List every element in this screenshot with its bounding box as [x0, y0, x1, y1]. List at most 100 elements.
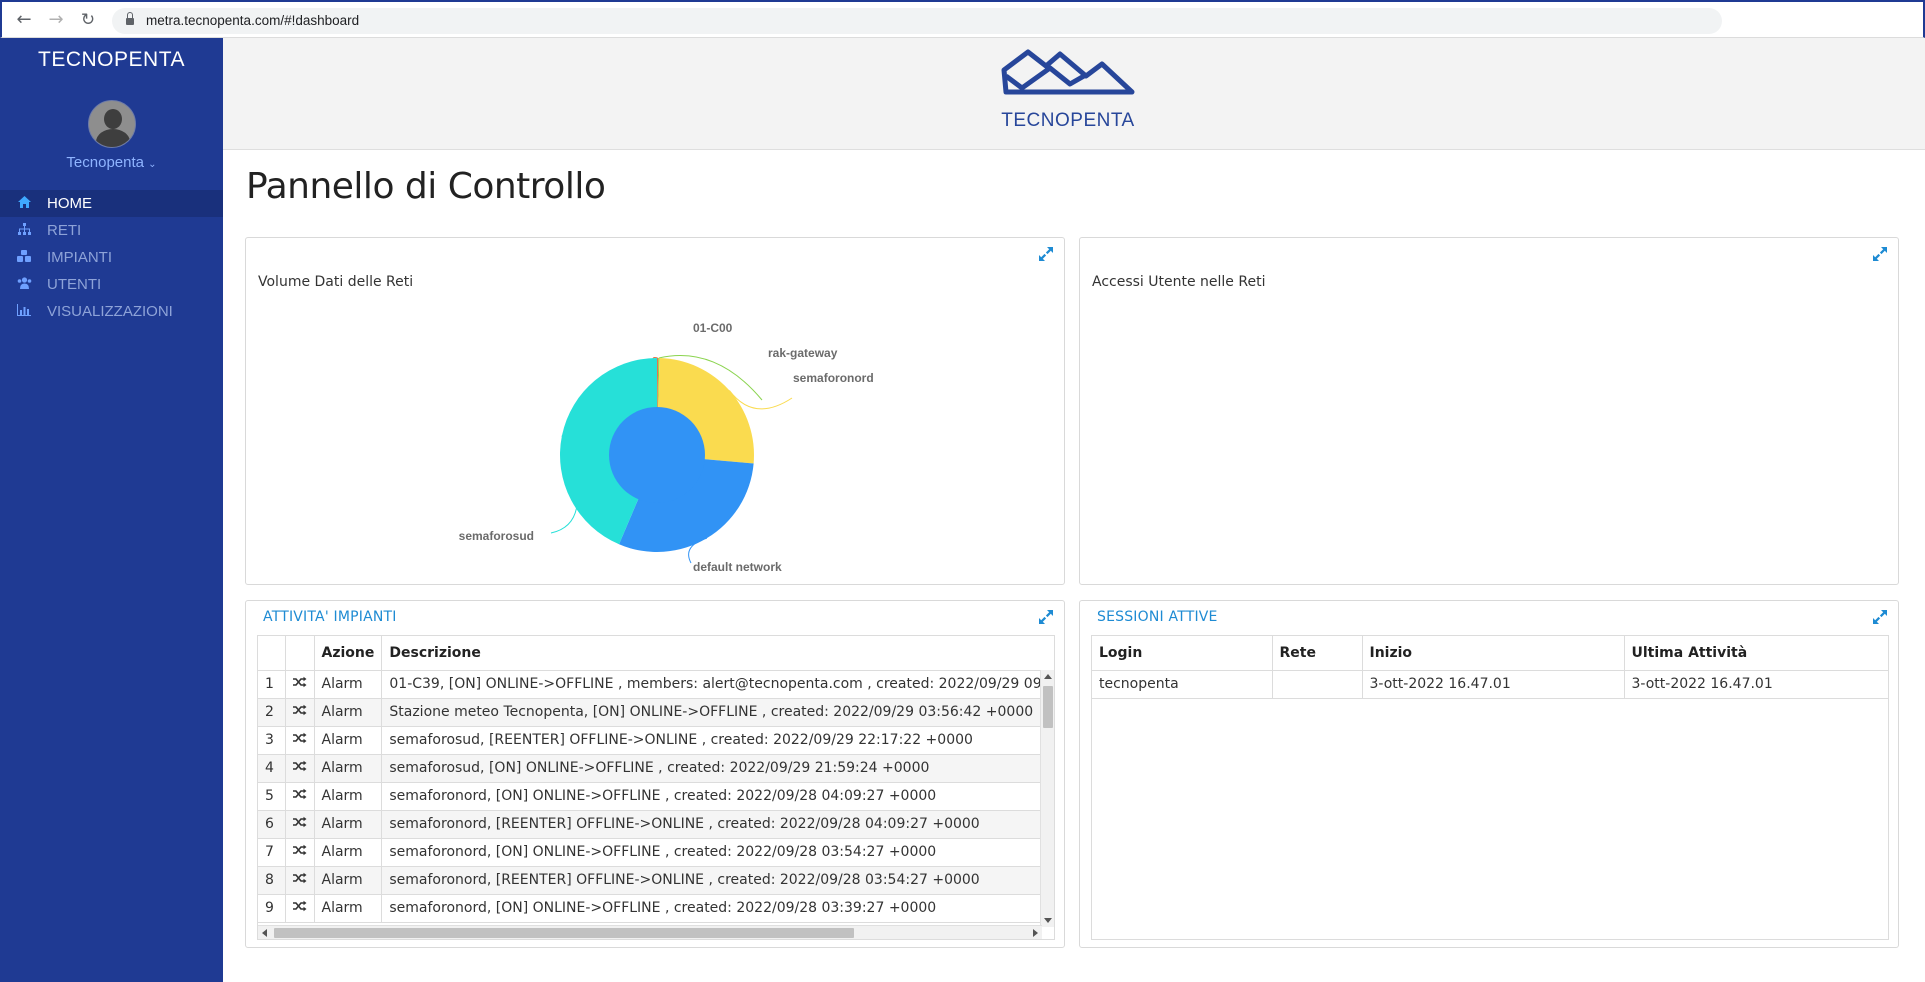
row-action: Alarm: [314, 782, 383, 811]
activity-header-row: Azione Descrizione: [258, 636, 1054, 671]
session-login: tecnopenta: [1092, 670, 1273, 699]
sidebar-item-label: VISUALIZZAZIONI: [47, 303, 173, 320]
accessi-panel-title: Accessi Utente nelle Reti: [1092, 274, 1266, 290]
column-header-azione[interactable]: Azione: [314, 636, 383, 671]
row-action: Alarm: [314, 838, 383, 867]
bar-chart-icon: [16, 304, 32, 319]
horizontal-scrollbar[interactable]: [258, 925, 1042, 939]
sidebar-item-reti[interactable]: RETI: [0, 217, 223, 244]
sessions-header-row: Login Rete Inizio Ultima Attività: [1092, 636, 1888, 671]
address-bar[interactable]: metra.tecnopenta.com/#!dashboard: [112, 8, 1722, 34]
sidebar-item-utenti[interactable]: UTENTI: [0, 271, 223, 298]
expand-icon[interactable]: [1038, 609, 1054, 625]
shuffle-icon: [285, 698, 315, 727]
row-description: Stazione meteo Tecnopenta, [ON] ONLINE->…: [381, 698, 1054, 727]
slice-label-default-network: default network: [693, 560, 782, 574]
shuffle-icon: [285, 810, 315, 839]
reload-icon[interactable]: ↻: [80, 10, 96, 30]
back-arrow-icon[interactable]: ←: [16, 9, 32, 30]
vertical-scrollbar[interactable]: [1040, 670, 1054, 927]
expand-icon[interactable]: [1872, 609, 1888, 625]
activity-table: Azione Descrizione 1 Alarm 01-C39, [ON] ON…: [258, 636, 1054, 923]
page-header: TECNOPENTA: [223, 38, 1925, 150]
table-row[interactable]: 6 Alarm semaforonord, [REENTER] OFFLINE->O…: [258, 810, 1054, 839]
row-description: 01-C39, [ON] ONLINE->OFFLINE , members: …: [381, 670, 1054, 699]
table-row[interactable]: 8 Alarm semaforonord, [REENTER] OFFLINE->O…: [258, 866, 1054, 895]
sidebar-item-home[interactable]: HOME: [0, 190, 223, 217]
table-row[interactable]: 4 Alarm semaforosud, [ON] ONLINE->OFFLINE …: [258, 754, 1054, 783]
donut-center: [609, 407, 705, 503]
slice-semaforosud[interactable]: [560, 358, 657, 545]
page-title: Pannello di Controllo: [246, 166, 606, 207]
column-header-ultima-attivita[interactable]: Ultima Attività: [1624, 636, 1888, 671]
leader-line-semaforosud: [550, 435, 579, 534]
sidebar-item-label: IMPIANTI: [47, 249, 113, 266]
sidebar-item-label: UTENTI: [47, 276, 102, 293]
row-action: Alarm: [314, 810, 383, 839]
row-index: 6: [258, 810, 286, 839]
column-header-descrizione[interactable]: Descrizione: [381, 636, 1054, 671]
sessioni-panel-title: SESSIONI ATTIVE: [1097, 609, 1218, 625]
row-description: semaforonord, [ON] ONLINE->OFFLINE , cre…: [381, 894, 1054, 923]
lock-icon: [126, 12, 134, 26]
row-index: 2: [258, 698, 286, 727]
row-description: semaforonord, [ON] ONLINE->OFFLINE , cre…: [381, 838, 1054, 867]
expand-icon[interactable]: [1038, 246, 1054, 262]
cubes-icon: [16, 250, 32, 265]
sidebar-item-label: RETI: [47, 222, 82, 239]
row-description: semaforosud, [ON] ONLINE->OFFLINE , crea…: [381, 754, 1054, 783]
activity-table-container: Azione Descrizione 1 Alarm 01-C39, [ON] ON…: [257, 635, 1055, 940]
user-name-label: Tecnopenta: [66, 154, 144, 171]
avatar[interactable]: [88, 100, 136, 148]
shuffle-icon: [285, 894, 315, 923]
slice-label-semaforosud: semaforosud: [459, 529, 534, 543]
table-row[interactable]: 7 Alarm semaforonord, [ON] ONLINE->OFFLINE…: [258, 838, 1054, 867]
users-icon: [16, 277, 32, 292]
session-ultima: 3-ott-2022 16.47.01: [1624, 670, 1888, 699]
leader-line-semaforonord: [728, 390, 793, 410]
column-header-index[interactable]: [258, 636, 286, 671]
chevron-down-icon: ⌄: [148, 159, 157, 170]
table-row[interactable]: 5 Alarm semaforonord, [ON] ONLINE->OFFLINE…: [258, 782, 1054, 811]
sidebar-item-visualizzazioni[interactable]: VISUALIZZAZIONI: [0, 298, 223, 325]
expand-icon[interactable]: [1872, 246, 1888, 262]
column-header-type[interactable]: [285, 636, 315, 671]
row-action: Alarm: [314, 670, 383, 699]
url-text: metra.tecnopenta.com/#!dashboard: [146, 13, 360, 28]
row-index: 7: [258, 838, 286, 867]
table-row[interactable]: 1 Alarm 01-C39, [ON] ONLINE->OFFLINE , mem…: [258, 670, 1054, 699]
leader-line-rak-gateway: [658, 355, 763, 401]
row-action: Alarm: [314, 754, 383, 783]
volume-donut-chart: 01-C00 rak-gateway semaforonord default net…: [459, 321, 874, 574]
accessi-panel: Accessi Utente nelle Reti: [1079, 237, 1899, 585]
table-row[interactable]: 3 Alarm semaforosud, [REENTER] OFFLINE->ON…: [258, 726, 1054, 755]
sessioni-panel: SESSIONI ATTIVE Login Rete Inizio Ultima…: [1079, 600, 1899, 948]
user-menu[interactable]: Tecnopenta ⌄: [0, 154, 223, 171]
sitemap-icon: [16, 223, 32, 238]
main-content: TECNOPENTA Pannello di Controllo Volume …: [223, 38, 1925, 982]
shuffle-icon: [285, 838, 315, 867]
row-action: Alarm: [314, 894, 383, 923]
row-index: 8: [258, 866, 286, 895]
table-row[interactable]: tecnopenta 3-ott-2022 16.47.01 3-ott-202…: [1092, 670, 1888, 699]
row-index: 3: [258, 726, 286, 755]
row-index: 5: [258, 782, 286, 811]
column-header-inizio[interactable]: Inizio: [1362, 636, 1625, 671]
attivita-panel-title: ATTIVITA' IMPIANTI: [263, 609, 397, 625]
column-header-login[interactable]: Login: [1092, 636, 1273, 671]
forward-arrow-icon[interactable]: →: [48, 9, 64, 30]
shuffle-icon: [285, 782, 315, 811]
volume-panel-title: Volume Dati delle Reti: [258, 274, 414, 290]
column-header-rete[interactable]: Rete: [1272, 636, 1363, 671]
slice-label-rak-gateway: rak-gateway: [768, 346, 838, 360]
sidebar-brand[interactable]: TECNOPENTA: [38, 48, 185, 71]
sessions-table-container: Login Rete Inizio Ultima Attività tecnop…: [1091, 635, 1889, 940]
tecnopenta-logo: TECNOPENTA: [998, 46, 1138, 131]
table-row[interactable]: 9 Alarm semaforonord, [ON] ONLINE->OFFLINE…: [258, 894, 1054, 923]
table-row[interactable]: 2 Alarm Stazione meteo Tecnopenta, [ON] ON…: [258, 698, 1054, 727]
sidebar-item-label: HOME: [47, 195, 92, 212]
sidebar-item-impianti[interactable]: IMPIANTI: [0, 244, 223, 271]
row-action: Alarm: [314, 698, 383, 727]
row-action: Alarm: [314, 866, 383, 895]
logo-text: TECNOPENTA: [1001, 110, 1135, 131]
